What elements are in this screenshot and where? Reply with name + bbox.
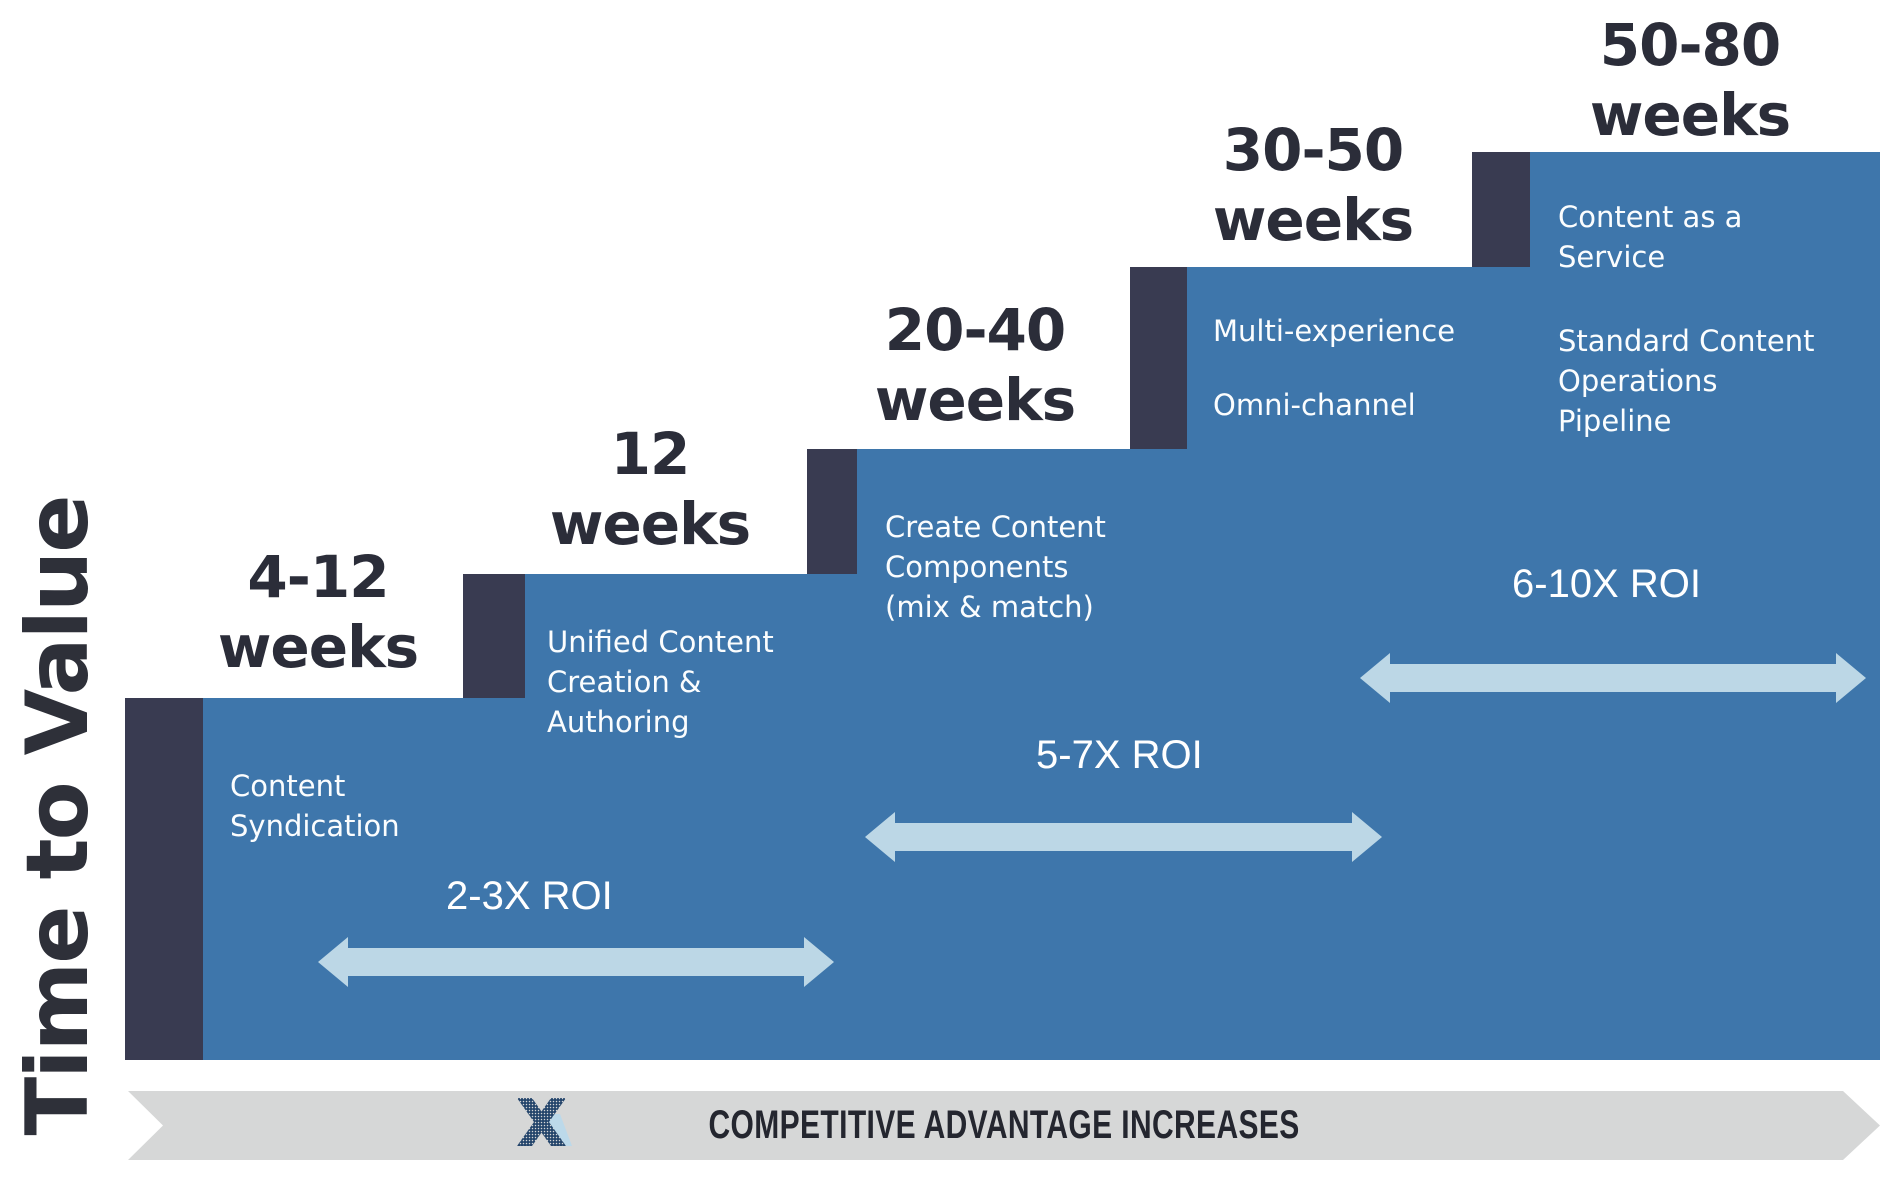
roi-label-1: 2-3X ROI	[446, 874, 613, 918]
y-axis-label: Time to Value	[8, 496, 108, 1136]
roi-label-3: 6-10X ROI	[1512, 562, 1701, 606]
step-1-duration: 4-12 weeks	[217, 543, 419, 681]
step-3-description: Create Content Components (mix & match)	[885, 510, 1106, 624]
step-5-description-1: Content as a Service	[1558, 200, 1743, 274]
step-4-description-2: Omni-channel	[1213, 388, 1416, 422]
step-4-riser	[1130, 267, 1187, 449]
x-logo-icon	[513, 1094, 577, 1150]
roi-label-2: 5-7X ROI	[1036, 733, 1203, 777]
step-1-description: Content Syndication	[230, 769, 400, 843]
step-1-riser	[125, 698, 203, 1060]
step-3-riser	[807, 449, 857, 574]
step-2-duration: 12 weeks	[549, 420, 751, 558]
banner-label: COMPETITIVE ADVANTAGE INCREASES	[708, 1103, 1300, 1147]
step-4-duration: 30-50 weeks	[1212, 116, 1414, 254]
step-5-duration: 50-80 weeks	[1589, 11, 1791, 149]
step-5-description-2: Standard Content Operations Pipeline	[1558, 324, 1815, 438]
step-4-description-1: Multi-experience	[1213, 314, 1456, 348]
step-5-riser	[1472, 152, 1530, 267]
step-3-duration: 20-40 weeks	[874, 296, 1076, 434]
step-5-block	[1472, 152, 1880, 1060]
competitive-advantage-banner: COMPETITIVE ADVANTAGE INCREASES	[128, 1091, 1880, 1160]
step-2-description: Unified Content Creation & Authoring	[547, 625, 774, 739]
step-2-riser	[463, 574, 525, 698]
